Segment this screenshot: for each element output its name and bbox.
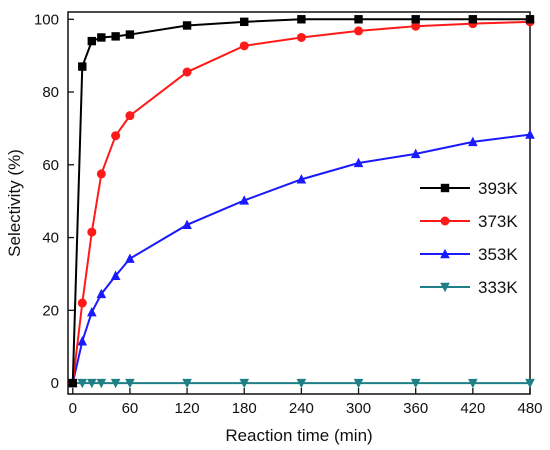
legend-item: 393K (420, 179, 518, 198)
data-point (68, 378, 77, 388)
x-tick-label: 480 (517, 400, 542, 417)
y-axis-title: Selectivity (%) (5, 149, 24, 257)
data-point (411, 21, 421, 31)
data-point (468, 136, 478, 147)
data-point (96, 169, 106, 179)
data-point (468, 15, 478, 24)
x-tick-label: 180 (232, 400, 257, 417)
data-point (182, 378, 192, 389)
data-point (525, 378, 535, 389)
legend-marker (440, 282, 450, 293)
series-line (71, 18, 530, 384)
data-point (125, 111, 135, 121)
legend-label: 333K (478, 278, 518, 297)
data-point (87, 378, 97, 389)
data-point (87, 306, 97, 317)
data-point (182, 219, 192, 230)
data-point (240, 17, 249, 27)
y-tick-label: 40 (42, 230, 59, 247)
series-line (71, 20, 531, 384)
x-tick-label: 300 (346, 400, 371, 417)
data-point (525, 129, 535, 139)
data-point (87, 227, 97, 237)
x-tick-label: 120 (175, 400, 200, 417)
legend-item: 373K (420, 212, 518, 231)
data-point (182, 21, 192, 30)
legend-marker (440, 248, 450, 259)
data-point (468, 378, 478, 389)
plot-area (67, 11, 531, 395)
data-point (353, 157, 364, 168)
data-point (239, 195, 250, 205)
series-layer (67, 15, 535, 389)
data-point (77, 298, 87, 308)
x-tick-label: 0 (69, 400, 77, 417)
data-point (110, 378, 121, 389)
plot-frame (67, 11, 531, 395)
data-point (97, 33, 106, 42)
legend-marker (440, 216, 450, 226)
data-point (410, 378, 421, 389)
y-tick-label: 0 (51, 375, 59, 392)
data-point (411, 15, 420, 24)
legend-label: 393K (478, 179, 518, 198)
data-point (111, 32, 120, 41)
legend-label: 353K (478, 245, 518, 264)
legend: 393K 373K 353K 333K (420, 179, 518, 297)
axis-ticks: 0 60 120 180 240 300 360 420 480 0 20 40 60 80 100 (34, 11, 543, 417)
x-axis-title: Reaction time (min) (225, 426, 372, 445)
series-373K (68, 17, 535, 388)
legend-item: 353K (420, 245, 518, 264)
series-353K (67, 129, 535, 388)
data-point (353, 378, 364, 389)
data-point (410, 148, 421, 159)
data-point (125, 30, 135, 39)
data-point (182, 67, 192, 77)
data-point (296, 378, 307, 389)
y-tick-label: 60 (42, 157, 59, 174)
legend-label: 373K (478, 212, 518, 231)
y-tick-label: 20 (42, 302, 59, 319)
data-point (96, 378, 107, 389)
series-line (71, 133, 531, 384)
data-point (525, 15, 535, 24)
data-point (125, 378, 135, 389)
x-tick-label: 60 (122, 400, 139, 417)
data-point (96, 288, 107, 299)
x-tick-label: 420 (460, 400, 485, 417)
data-point (297, 15, 306, 24)
data-point (77, 336, 88, 346)
data-point (296, 174, 307, 184)
data-point (87, 36, 97, 46)
x-tick-label: 240 (289, 400, 314, 417)
data-point (239, 378, 250, 389)
data-point (354, 26, 364, 36)
data-point (110, 270, 121, 280)
data-point (111, 131, 121, 141)
data-point (239, 41, 249, 51)
legend-item: 333K (420, 278, 518, 297)
data-point (296, 32, 306, 42)
x-tick-label: 360 (403, 400, 428, 417)
legend-marker (440, 183, 450, 193)
data-point (125, 253, 135, 263)
series-393K (68, 15, 535, 388)
y-tick-label: 80 (42, 84, 59, 101)
data-point (354, 15, 363, 24)
series-333K (67, 378, 535, 389)
data-point (77, 378, 88, 389)
data-point (78, 62, 87, 71)
y-tick-label: 100 (34, 11, 59, 28)
